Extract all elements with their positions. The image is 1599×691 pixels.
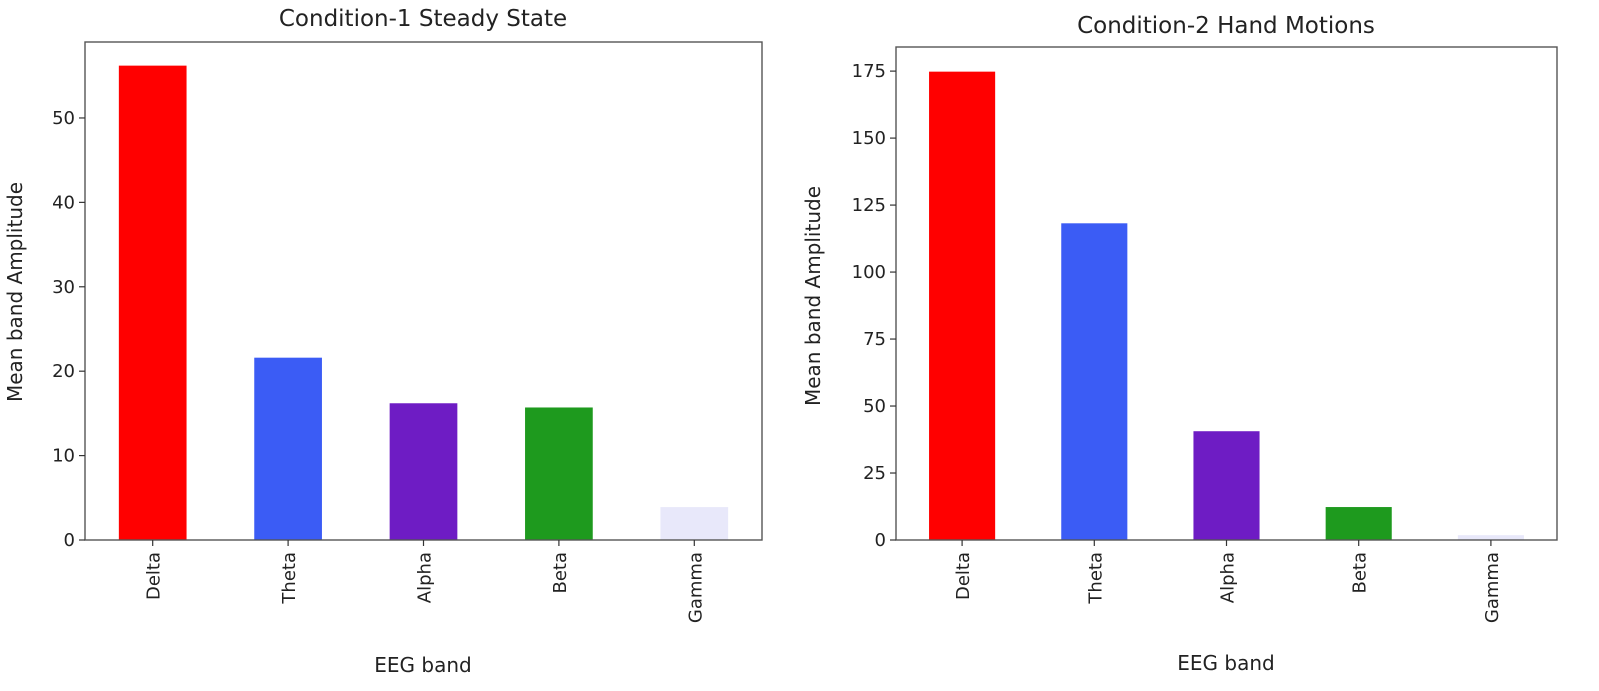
x-axis-label: EEG band — [374, 653, 471, 677]
bar-gamma — [1457, 535, 1524, 540]
bar-theta — [1061, 223, 1128, 540]
x-tick-label: Gamma — [685, 552, 706, 623]
y-tick-label: 40 — [52, 192, 75, 213]
x-tick-label: Theta — [1085, 552, 1106, 605]
bar-alpha — [389, 403, 458, 540]
bar-delta — [929, 71, 996, 541]
x-tick-label: Theta — [279, 552, 300, 605]
y-axis-label: Mean band Amplitude — [801, 186, 825, 406]
y-tick-label: 50 — [863, 396, 886, 417]
x-tick-label: Gamma — [1482, 552, 1503, 623]
bar-gamma — [660, 507, 729, 540]
x-tick-label: Beta — [550, 552, 571, 594]
x-tick-label: Delta — [144, 552, 165, 600]
plot-area: 0 25 50 75 100 125 150 175 Delta Theta Alpha Beta Ga… — [852, 46, 1558, 623]
x-tick-label: Beta — [1350, 552, 1371, 594]
bar-beta — [1325, 507, 1392, 540]
x-tick-label: Alpha — [1218, 552, 1239, 603]
y-tick-label: 0 — [875, 530, 886, 551]
x-tick-label: Alpha — [415, 552, 436, 603]
y-tick-label: 50 — [52, 108, 75, 129]
bar-theta — [254, 357, 322, 540]
chart-title: Condition-2 Hand Motions — [1077, 13, 1375, 39]
plot-area: 0 10 20 30 40 50 Delta Theta Alpha Beta Gamma — [52, 41, 763, 623]
y-axis-label: Mean band Amplitude — [3, 182, 27, 402]
y-tick-label: 150 — [852, 128, 886, 149]
chart-panel-2: Condition-2 Hand Motions 0 25 50 75 100 125 15… — [801, 13, 1558, 675]
chart-panel-1: Condition-1 Steady State 0 10 20 30 40 50 Delt… — [3, 6, 763, 677]
y-tick-label: 25 — [863, 463, 886, 484]
y-tick-label: 30 — [52, 277, 75, 298]
y-tick-label: 20 — [52, 361, 75, 382]
x-tick-label: Delta — [953, 552, 974, 600]
bar-delta — [118, 65, 187, 540]
chart-title: Condition-1 Steady State — [279, 6, 567, 32]
bar-beta — [525, 407, 593, 540]
y-tick-label: 175 — [852, 61, 886, 82]
y-tick-label: 75 — [863, 329, 886, 350]
x-axis-label: EEG band — [1177, 651, 1274, 675]
y-tick-label: 10 — [52, 446, 75, 467]
y-tick-label: 125 — [852, 195, 886, 216]
y-tick-label: 0 — [64, 530, 75, 551]
y-tick-label: 100 — [852, 262, 886, 283]
bar-alpha — [1193, 431, 1260, 540]
